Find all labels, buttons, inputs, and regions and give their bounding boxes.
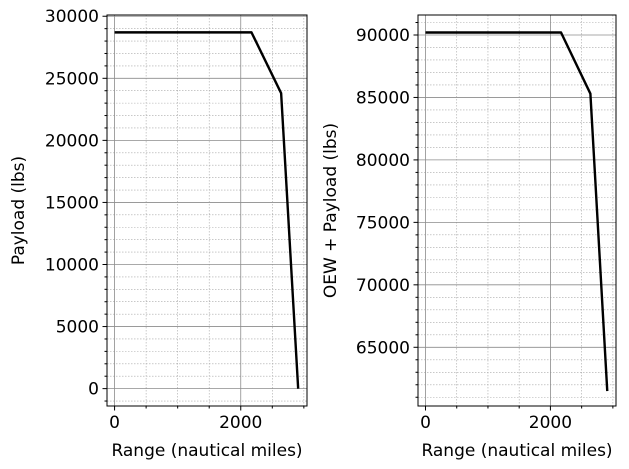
weight-y-tick-label: 80000 bbox=[356, 151, 410, 171]
weight-x-tick-label: 2000 bbox=[529, 413, 572, 433]
payload-y-tick-label: 25000 bbox=[45, 69, 99, 89]
payload-y-tick-label: 20000 bbox=[45, 131, 99, 151]
weight-x-axis-label: Range (nautical miles) bbox=[421, 441, 612, 461]
weight-axes-frame bbox=[417, 14, 617, 407]
payload-y-tick-label: 15000 bbox=[45, 193, 99, 213]
payload-y-tick-label: 10000 bbox=[45, 255, 99, 275]
weight-y-tick-label: 65000 bbox=[356, 338, 410, 358]
payload-series-line bbox=[114, 31, 300, 389]
weight-y-tick-label: 75000 bbox=[356, 213, 410, 233]
payload-y-tick-label: 30000 bbox=[45, 7, 99, 27]
payload-grid bbox=[107, 15, 307, 406]
payload-x-tick-label: 2000 bbox=[219, 413, 262, 433]
payload-y-tick-label: 5000 bbox=[56, 318, 99, 338]
payload-y-axis-label: Payload (lbs) bbox=[9, 156, 29, 265]
weight-series-line bbox=[425, 31, 609, 392]
weight-y-tick-label: 85000 bbox=[356, 88, 410, 108]
payload-range-chart: 0 2000050001000015000200002500030000Range… bbox=[9, 7, 308, 461]
payload-y-tick-label: 0 bbox=[88, 380, 99, 400]
weight-y-tick-label: 90000 bbox=[356, 26, 410, 46]
weight-y-axis-label: OEW + Payload (lbs) bbox=[321, 123, 341, 298]
payload-x-tick-label: 0 bbox=[109, 413, 120, 433]
payload-x-axis-label: Range (nautical miles) bbox=[111, 441, 302, 461]
weight-x-tick-label: 0 bbox=[420, 413, 431, 433]
weight-y-tick-label: 70000 bbox=[356, 276, 410, 296]
payload-axes-frame bbox=[106, 14, 308, 407]
weight-range-chart: 0 2000 65000 70000 75000 80000 85000 90000 Range… bbox=[321, 14, 617, 461]
weight-grid bbox=[418, 15, 616, 406]
